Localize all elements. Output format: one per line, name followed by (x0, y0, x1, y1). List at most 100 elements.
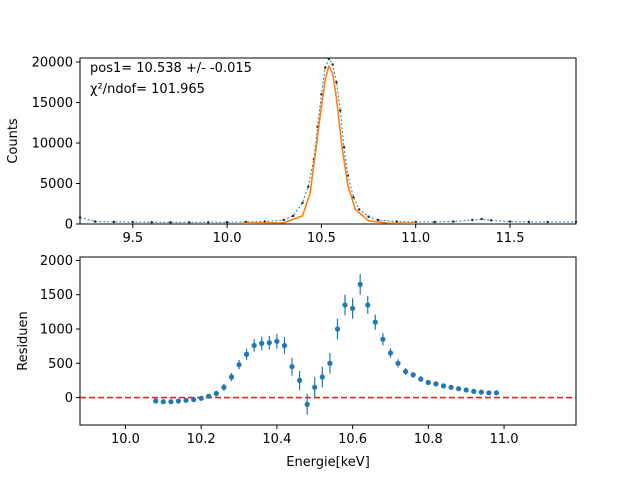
measured-count-point (282, 218, 285, 222)
bottom-plot-frame (79, 256, 577, 426)
measured-count-point (395, 220, 398, 223)
residual-point (425, 379, 431, 386)
residual-point (342, 302, 348, 308)
residual-point (357, 281, 363, 287)
residual-point (350, 305, 356, 311)
residual-point (365, 302, 371, 308)
residual-point (380, 336, 386, 342)
top-y-tick-label: 5000 (40, 177, 73, 192)
measured-count-point (452, 220, 455, 223)
residual-point (213, 390, 219, 397)
top-y-ticks: 0 5000 10000 15000 20000 (32, 56, 80, 233)
top-x-tick-label: 11.0 (401, 231, 430, 246)
measured-count-point (367, 215, 370, 218)
top-x-tick-label: 10.0 (213, 231, 242, 246)
residual-point (191, 397, 197, 403)
residual-point (319, 374, 325, 380)
measured-count-point (131, 220, 134, 224)
residual-point (478, 389, 484, 395)
residual-point (251, 342, 257, 349)
residual-point (236, 362, 242, 368)
measured-count-point (150, 221, 153, 224)
measured-count-point (376, 218, 380, 222)
residual-point (289, 364, 295, 370)
bottom-x-tick-label: 11.0 (490, 432, 519, 447)
top-x-tick-label: 11.5 (496, 231, 525, 246)
bottom-y-tick-label: 500 (48, 357, 73, 372)
residual-point (198, 395, 204, 401)
bottom-x-tick-label: 10.2 (187, 432, 216, 447)
measured-count-point (357, 208, 361, 211)
measured-count-point (489, 219, 493, 222)
measured-count-point (339, 109, 342, 112)
measured-count-point (78, 216, 82, 219)
bottom-y-tick-label: 1500 (40, 288, 73, 303)
measured-count-point (324, 66, 327, 69)
bottom-x-ticks: 10.0 10.2 10.4 10.6 10.8 11.0 (111, 425, 519, 447)
bottom-y-tick-label: 2000 (40, 254, 73, 269)
top-y-tick-label: 0 (65, 218, 73, 233)
measured-count-point (527, 220, 531, 224)
residual-point (387, 350, 394, 356)
measured-count-point (307, 185, 310, 188)
chi-square-annotation: χ²/ndof= 101.965 (90, 82, 205, 97)
bottom-x-axis-label: Energie[keV] (286, 455, 370, 470)
top-plot-frame (79, 57, 577, 225)
top-x-tick-label: 10.5 (307, 231, 336, 246)
top-y-tick-label: 15000 (32, 96, 73, 111)
measured-count-point (546, 220, 549, 224)
top-x-tick-label: 9.5 (122, 231, 143, 246)
measured-count-point (225, 221, 229, 224)
top-y-tick-label: 10000 (32, 137, 73, 152)
residual-point (312, 384, 318, 390)
residual-point (183, 397, 189, 403)
residual-point (471, 388, 477, 394)
top-panel: 9.5 10.0 10.5 11.0 11.5 0 5000 10000 15000 20000… (6, 56, 578, 246)
residual-point (244, 351, 250, 357)
residual-point (297, 377, 303, 383)
gaussian-fit-curve (242, 65, 416, 224)
bottom-y-tick-label: 1000 (40, 323, 73, 338)
top-x-ticks: 9.5 10.0 10.5 11.0 11.5 (122, 224, 524, 246)
bottom-y-axis-label: Residuen (16, 311, 31, 371)
top-data-layer (78, 57, 578, 224)
bottom-data-layer (80, 274, 576, 415)
measured-count-point (207, 221, 210, 224)
residual-point (334, 326, 341, 332)
measured-count-point (188, 221, 191, 224)
bottom-x-tick-label: 10.0 (111, 432, 140, 447)
measured-count-point (342, 145, 346, 149)
bottom-y-ticks: 0 500 1000 1500 2000 (40, 254, 80, 406)
measured-count-point (112, 220, 116, 224)
bottom-x-tick-label: 10.6 (338, 432, 367, 447)
measured-count-point (574, 220, 578, 224)
measured-count-point (291, 214, 295, 218)
residual-point (493, 390, 500, 396)
residual-point (403, 368, 409, 375)
measured-count-point (331, 63, 334, 66)
residual-point (175, 398, 181, 404)
residual-point (266, 340, 272, 346)
residual-point (433, 381, 439, 387)
residual-point (228, 374, 235, 380)
residual-point (486, 390, 492, 396)
measured-count-point (433, 220, 436, 224)
residual-point (153, 398, 159, 404)
residual-point (160, 399, 166, 405)
bottom-x-tick-label: 10.8 (414, 432, 443, 447)
residual-point (463, 387, 469, 393)
measured-count-point (480, 217, 483, 221)
measured-count-point (320, 93, 323, 96)
residual-point (206, 393, 212, 399)
top-y-axis-label: Counts (6, 118, 21, 164)
residual-point (372, 319, 378, 325)
residual-point (410, 372, 416, 378)
measured-count-point (301, 201, 304, 205)
fit-position-annotation: pos1= 10.538 +/- -0.015 (90, 61, 252, 76)
measured-count-point (335, 81, 338, 84)
top-y-tick-label: 20000 (32, 56, 73, 71)
measured-count-point (508, 220, 512, 223)
residual-point (168, 399, 174, 405)
residual-point (418, 376, 424, 382)
